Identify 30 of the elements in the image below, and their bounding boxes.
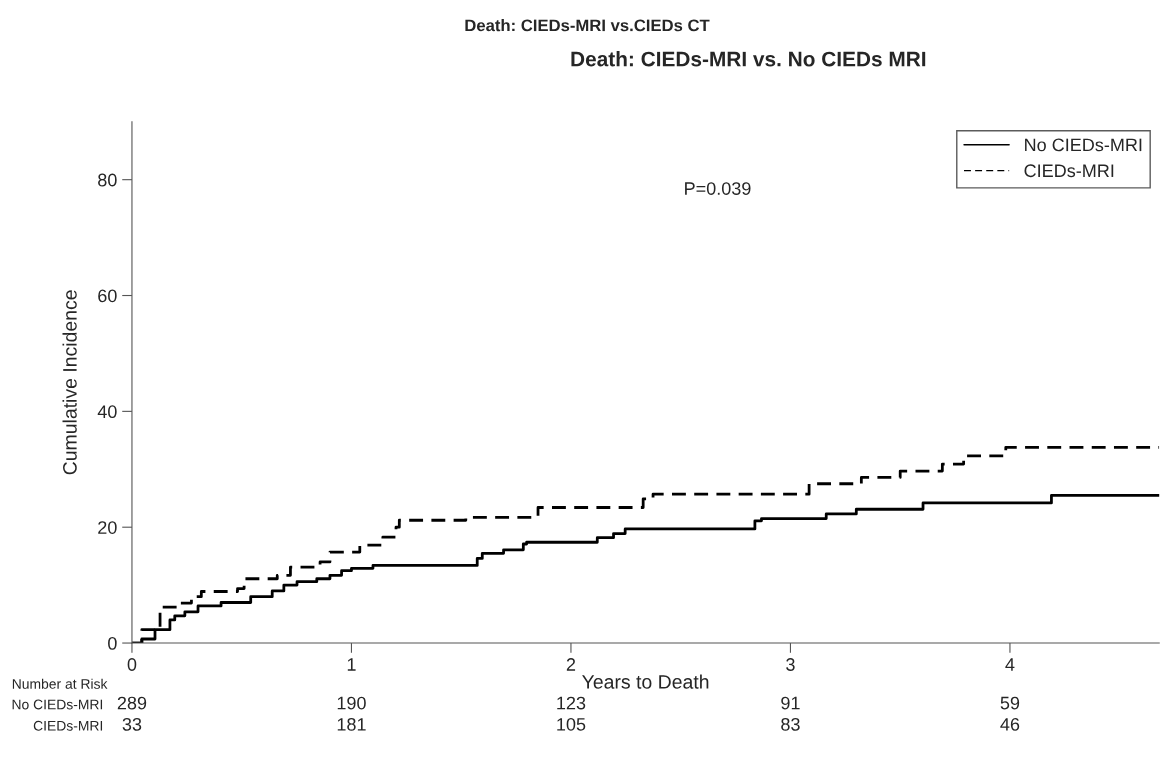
x-tick-label: 2 <box>566 658 576 671</box>
text: CIEDs-MRI <box>33 720 103 731</box>
x-tick-label: 0 <box>127 658 137 671</box>
legend-label: CIEDs-MRI <box>1024 164 1114 178</box>
text: 83 <box>781 717 800 731</box>
y-tick-label: 80 <box>98 173 117 187</box>
x-tick-label: 1 <box>347 658 356 671</box>
annotation: P=0.039 <box>685 182 751 195</box>
x-tick-label: 4 <box>1005 658 1015 671</box>
text: 289 <box>117 696 147 710</box>
x-tick-label: 3 <box>786 658 795 671</box>
text: 105 <box>557 717 586 731</box>
text: 181 <box>337 717 366 731</box>
text: Number at Risk <box>12 678 108 689</box>
text: 33 <box>122 717 142 731</box>
text: 59 <box>1000 696 1020 710</box>
y-tick-label: 20 <box>98 521 117 534</box>
text: 123 <box>557 696 586 710</box>
text: 91 <box>781 696 800 710</box>
y-tick-label: 60 <box>98 289 117 303</box>
legend-label: No CIEDs-MRI <box>1025 138 1142 152</box>
chart-subtitle: Death: CIEDs-MRI vs. No CIEDs MRI <box>571 51 926 67</box>
text: 190 <box>337 696 366 710</box>
y-tick-label: 40 <box>97 405 117 419</box>
text: 46 <box>1000 717 1020 731</box>
chart-title: Death: CIEDs-MRI vs.CIEDs CT <box>465 19 710 32</box>
x-axis-title: Years to Death <box>582 674 709 689</box>
y-axis-title: Cumulative Incidence <box>62 290 77 475</box>
text: No CIEDs-MRI <box>12 699 103 710</box>
y-tick-label: 0 <box>108 636 117 650</box>
